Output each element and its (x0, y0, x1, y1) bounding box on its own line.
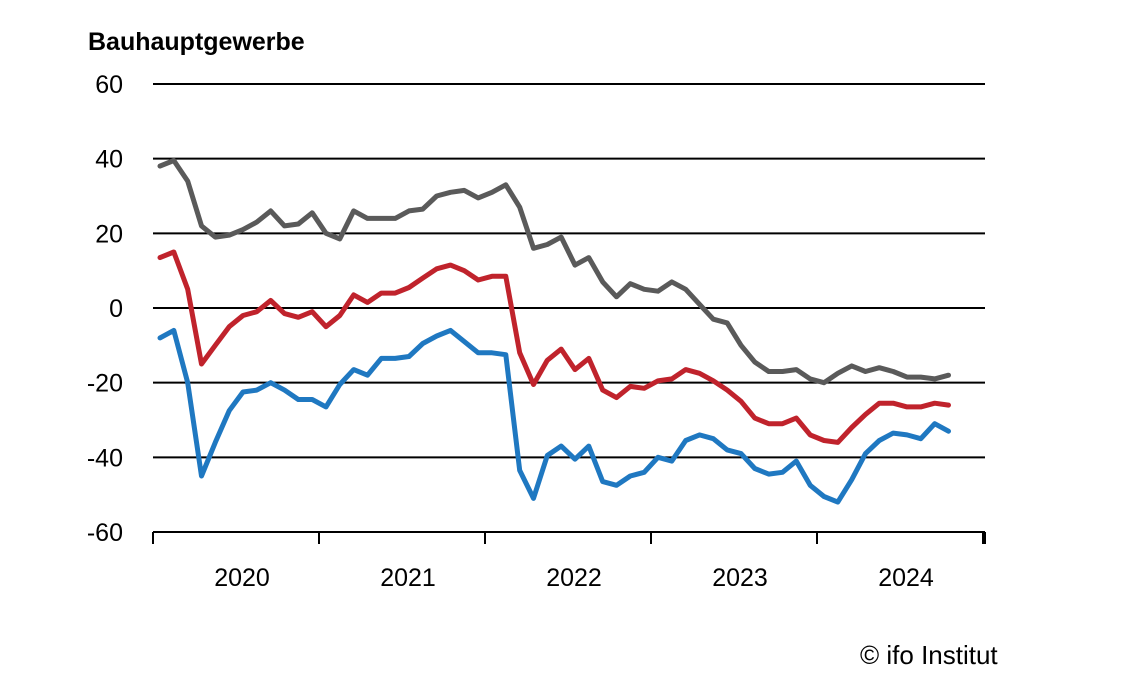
chart-title: Bauhauptgewerbe (88, 28, 305, 56)
y-tick-label: -40 (87, 444, 123, 472)
y-tick-label: -60 (87, 519, 123, 547)
y-tick-label: 20 (95, 220, 123, 248)
series-line-3 (157, 327, 951, 505)
copyright-credit: © ifo Institut (860, 640, 998, 670)
y-tick-label: 40 (95, 146, 123, 174)
y-tick-label: 60 (95, 71, 123, 99)
x-tick-label: 2023 (712, 564, 768, 592)
y-tick-label: 0 (109, 295, 123, 323)
x-tick-label: 2024 (878, 564, 934, 592)
series-line-2 (157, 249, 951, 445)
x-tick-label: 2020 (214, 564, 270, 592)
y-tick-label: -20 (87, 370, 123, 398)
x-axis: 2020 2021 2022 2023 2024 (152, 532, 986, 592)
series-lines (157, 158, 951, 505)
y-axis-ticks: 60 40 20 0 -20 -40 -60 (87, 71, 123, 547)
x-tick-label: 2022 (546, 564, 602, 592)
gridlines (153, 83, 985, 533)
x-tick-label: 2021 (380, 564, 436, 592)
series-line-1 (157, 158, 951, 386)
